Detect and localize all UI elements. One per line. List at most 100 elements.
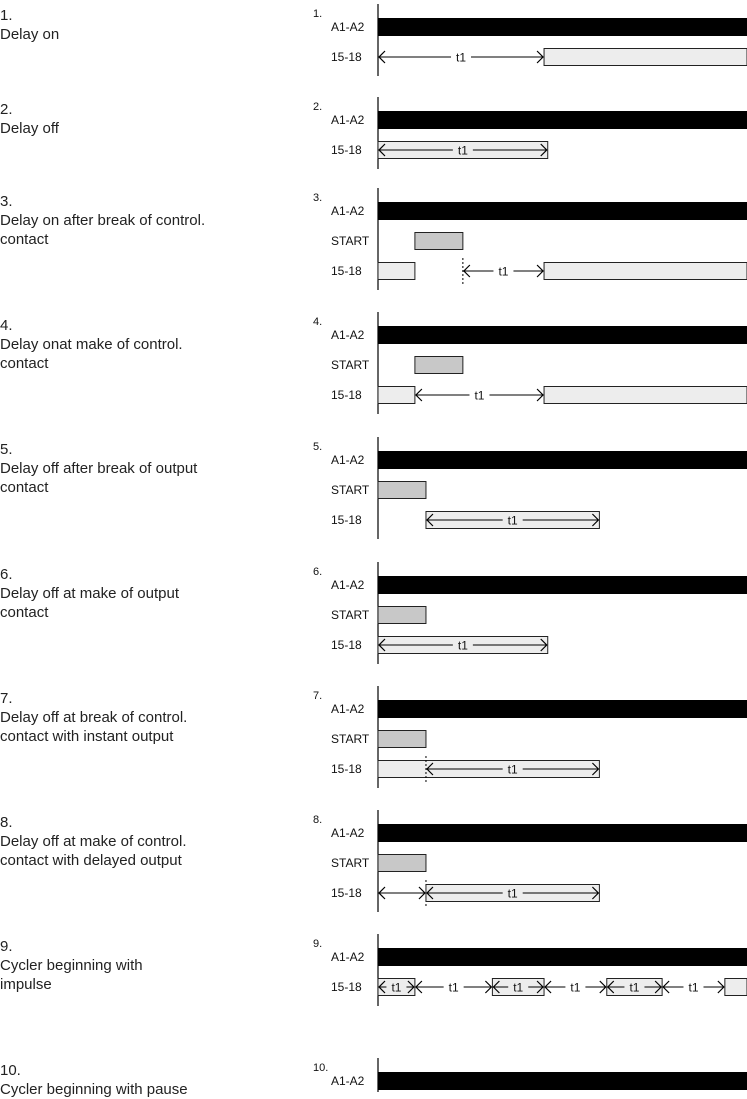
time-arrow: t1 xyxy=(426,887,600,901)
signal-label: A1-A2 xyxy=(331,113,365,127)
mode-description: 7. Delay off at break of control. contact… xyxy=(0,689,290,746)
signal-label: A1-A2 xyxy=(331,453,365,467)
output-pulse xyxy=(377,386,416,404)
start-pulse xyxy=(377,730,427,748)
time-arrow: t1 xyxy=(606,981,662,995)
mode-diagram: 8. A1-A2 START 15-18 t1 xyxy=(313,810,747,912)
mode-diagram: 1. A1-A2 15-18 t1 xyxy=(313,4,747,76)
t1-label: t1 xyxy=(474,389,484,403)
output-pulse xyxy=(377,636,549,654)
output-pulse xyxy=(491,978,545,996)
mode-description: 2. Delay off xyxy=(0,100,290,138)
time-arrow xyxy=(378,886,426,900)
mode-diagram: 6. A1-A2 START 15-18 t1 xyxy=(313,562,747,664)
mode-title: Delay off at make of output contact xyxy=(0,585,179,621)
t1-label: t1 xyxy=(391,981,401,995)
diagram-number: 1. xyxy=(313,8,322,20)
mode-number: 2. xyxy=(0,101,13,118)
t1-label: t1 xyxy=(449,981,459,995)
time-arrow: t1 xyxy=(662,981,725,995)
mode-number: 9. xyxy=(0,938,13,955)
output-pulse xyxy=(606,978,663,996)
time-arrow: t1 xyxy=(426,514,600,528)
t1-label: t1 xyxy=(508,763,518,777)
output-pulse xyxy=(425,511,600,529)
t1-label: t1 xyxy=(570,981,580,995)
signal-label: 15-18 xyxy=(331,638,362,652)
output-pulse xyxy=(543,262,747,280)
diagram-number: 7. xyxy=(313,690,322,702)
t1-label: t1 xyxy=(498,265,508,279)
supply-bar xyxy=(378,700,747,718)
mode-diagram: 2. A1-A2 15-18 t1 xyxy=(313,97,747,169)
signal-label: A1-A2 xyxy=(331,578,365,592)
output-pulse xyxy=(377,978,416,996)
mode-number: 8. xyxy=(0,814,13,831)
signal-label: A1-A2 xyxy=(331,204,365,218)
supply-bar xyxy=(378,1072,747,1090)
mode-number: 1. xyxy=(0,7,13,24)
signal-label: START xyxy=(331,608,370,622)
supply-bar xyxy=(378,948,747,966)
time-arrow: t1 xyxy=(415,389,544,403)
mode-title: Delay off at break of control. contact w… xyxy=(0,709,188,745)
time-arrow: t1 xyxy=(378,639,548,653)
time-arrow: t1 xyxy=(378,981,415,995)
mode-description: 8. Delay off at make of control. contact … xyxy=(0,813,290,870)
signal-label: 15-18 xyxy=(331,388,362,402)
signal-label: 15-18 xyxy=(331,513,362,527)
signal-label: START xyxy=(331,856,370,870)
mode-description: 9. Cycler beginning with impulse xyxy=(0,937,290,994)
t1-label: t1 xyxy=(629,981,639,995)
output-pulse xyxy=(543,386,747,404)
signal-label: START xyxy=(331,358,370,372)
mode-title: Delay on xyxy=(0,26,60,43)
time-arrow: t1 xyxy=(378,144,548,158)
signal-label: START xyxy=(331,732,370,746)
t1-label: t1 xyxy=(456,51,466,65)
signal-label: A1-A2 xyxy=(331,826,365,840)
diagram-number: 2. xyxy=(313,101,322,113)
mode-title: Delay onat make of control. contact xyxy=(0,336,183,372)
output-pulse xyxy=(543,48,747,66)
supply-bar xyxy=(378,824,747,842)
t1-label: t1 xyxy=(458,144,468,158)
mode-number: 10. xyxy=(0,1062,21,1079)
supply-bar xyxy=(378,111,747,129)
time-arrow: t1 xyxy=(492,981,544,995)
output-pulse xyxy=(425,884,600,902)
t1-label: t1 xyxy=(508,514,518,528)
start-pulse xyxy=(414,356,464,374)
start-pulse xyxy=(377,854,427,872)
signal-label: 15-18 xyxy=(331,264,362,278)
t1-label: t1 xyxy=(508,887,518,901)
mode-diagram: 3. A1-A2 START 15-18 t1 xyxy=(313,188,747,290)
mode-description: 3. Delay on after break of control. conta… xyxy=(0,192,290,249)
mode-number: 4. xyxy=(0,317,13,334)
mode-title: Delay off after break of output contact xyxy=(0,460,198,496)
signal-label: A1-A2 xyxy=(331,702,365,716)
output-pulse xyxy=(377,262,416,280)
diagram-number: 10. xyxy=(313,1062,328,1074)
mode-diagram: 4. A1-A2 START 15-18 t1 xyxy=(313,312,747,414)
mode-description: 4. Delay onat make of control. contact xyxy=(0,316,290,373)
output-pulse xyxy=(377,141,549,159)
signal-label: START xyxy=(331,234,370,248)
diagram-number: 5. xyxy=(313,441,322,453)
mode-number: 5. xyxy=(0,441,13,458)
start-pulse xyxy=(414,232,464,250)
signal-label: 15-18 xyxy=(331,50,362,64)
time-arrow: t1 xyxy=(415,981,493,995)
t1-label: t1 xyxy=(458,639,468,653)
diagram-number: 9. xyxy=(313,938,322,950)
output-pulse xyxy=(724,978,747,996)
mode-title: Delay off at make of control. contact wi… xyxy=(0,833,187,869)
supply-bar xyxy=(378,451,747,469)
supply-bar xyxy=(378,576,747,594)
mode-diagram: 9. A1-A2 15-18 t1 t1 t1 t1 t1 t1 xyxy=(313,934,747,1006)
start-pulse xyxy=(377,606,427,624)
mode-title: Delay on after break of control. contact xyxy=(0,212,206,248)
signal-label: START xyxy=(331,483,370,497)
